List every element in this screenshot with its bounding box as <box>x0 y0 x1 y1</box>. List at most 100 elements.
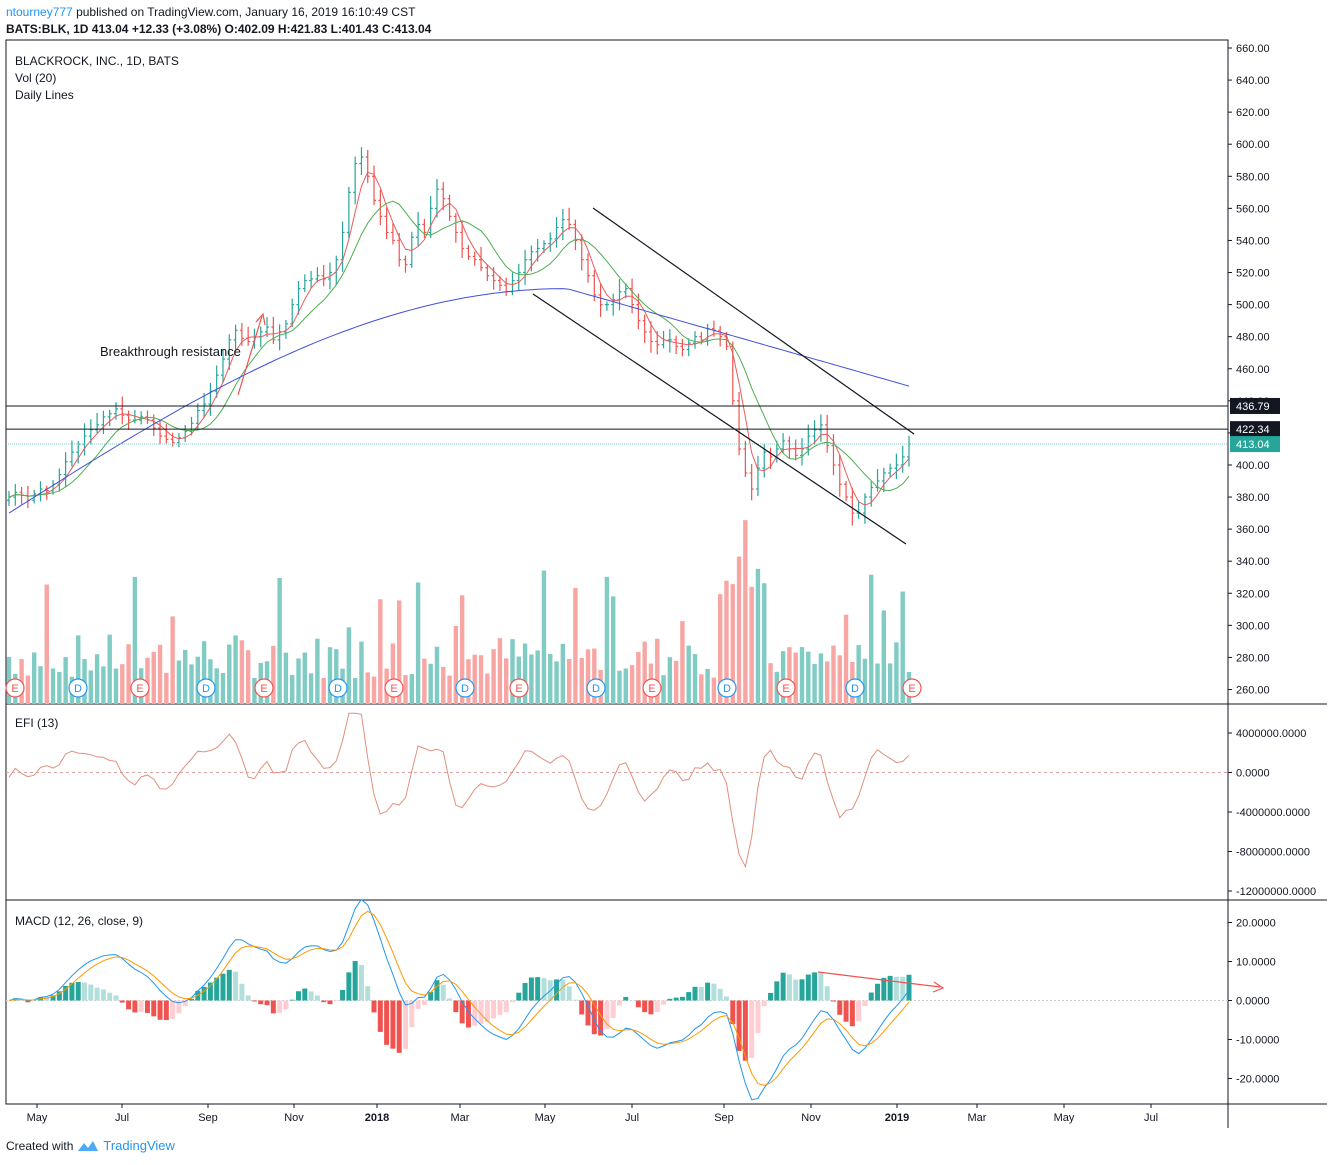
macd-hist-bar <box>220 973 226 1001</box>
macd-hist-bar <box>799 979 805 1001</box>
volume-bar <box>183 649 188 704</box>
volume-bar <box>592 648 597 704</box>
price-tick-label: 460.00 <box>1236 364 1270 376</box>
volume-bar <box>76 635 81 704</box>
divergence-arrow-head-icon <box>932 981 945 993</box>
macd-hist-bar <box>723 996 729 1001</box>
macd-hist-bar <box>818 972 824 1001</box>
ma-fast-line <box>8 171 910 506</box>
volume-bar <box>504 658 509 704</box>
volume-bar <box>409 674 414 704</box>
x-axis-label: Nov <box>801 1112 821 1124</box>
volume-bar <box>824 661 830 704</box>
volume-bar <box>522 643 528 704</box>
volume-bar <box>585 649 591 704</box>
volume-bar <box>195 656 201 704</box>
x-axis-label: May <box>535 1112 556 1124</box>
volume-bar <box>290 674 295 704</box>
level-tag-label: 422.34 <box>1236 424 1270 436</box>
macd-hist-bar <box>472 1000 478 1026</box>
macd-tick-label: 0.0000 <box>1236 996 1270 1008</box>
x-axis-label: Nov <box>284 1112 304 1124</box>
macd-hist-bar <box>868 992 874 1001</box>
volume-bar <box>711 677 717 704</box>
macd-hist-bar <box>289 999 295 1001</box>
volume-bar <box>50 668 56 704</box>
pane-frames <box>5 39 1327 1128</box>
price-tick-label: 300.00 <box>1236 620 1270 632</box>
macd-hist-bar <box>503 1000 509 1013</box>
price-legend-line: Vol (20) <box>15 71 56 85</box>
macd-hist-bar <box>69 982 75 1001</box>
volume-bar <box>806 651 811 704</box>
macd-line <box>8 898 910 1101</box>
macd-hist-bar <box>358 965 364 1001</box>
event-marker-label: E <box>515 683 522 695</box>
dividend-marker <box>68 678 88 698</box>
macd-hist-bar <box>270 1000 276 1014</box>
macd-hist-bar <box>453 1000 459 1013</box>
price-tick-label: 660.00 <box>1236 43 1270 55</box>
volume-bar <box>428 663 433 704</box>
level-tag <box>1230 397 1280 414</box>
macd-hist-bar <box>572 999 578 1001</box>
volume-bar <box>818 653 824 704</box>
efi-tick-label: -12000000.0000 <box>1236 886 1316 898</box>
volume-bar <box>189 664 194 704</box>
volume-bar <box>44 584 49 704</box>
macd-hist-bar <box>679 996 685 1001</box>
macd-hist-bar <box>516 992 522 1001</box>
earnings-marker <box>776 678 796 698</box>
macd-hist-bar <box>837 1000 843 1015</box>
price-tick-label: 340.00 <box>1236 556 1270 568</box>
volume-bar <box>900 591 905 704</box>
macd-hist-bar <box>736 1000 742 1051</box>
volume-bar <box>497 638 503 704</box>
volume-bar <box>705 668 710 704</box>
macd-histogram <box>12 961 912 1061</box>
volume-bar <box>145 657 150 704</box>
volume-bar <box>780 651 786 704</box>
volume-bar <box>6 656 12 704</box>
x-axis-label: Jul <box>1144 1112 1158 1124</box>
volume-bar <box>88 670 94 704</box>
macd-hist-bar <box>138 1000 144 1012</box>
x-axis-label: Sep <box>714 1112 734 1124</box>
volume-bar <box>359 641 364 704</box>
volume-bar <box>869 574 874 704</box>
volume-bar <box>510 639 515 704</box>
macd-hist-bar <box>648 1000 654 1015</box>
macd-hist-bar <box>56 991 62 1001</box>
macd-hist-bar <box>887 975 893 1001</box>
annotation-arrow <box>237 315 263 396</box>
created-with-text: Created with <box>6 1138 74 1153</box>
author-link[interactable]: ntourney777 <box>6 5 73 19</box>
volume-bar <box>302 652 308 704</box>
volume-bar <box>623 668 628 704</box>
macd-signal-line <box>8 910 910 1086</box>
macd-tick-label: -10.0000 <box>1236 1035 1279 1047</box>
macd-hist-bar <box>522 983 528 1001</box>
volume-bar <box>724 580 729 704</box>
macd-hist-bar <box>768 992 774 1001</box>
volume-bar <box>459 595 465 704</box>
volume-bar <box>390 643 396 704</box>
macd-hist-bar <box>610 1000 616 1018</box>
channel-upper-line <box>592 207 915 435</box>
dividend-marker <box>586 678 606 698</box>
volume-bar <box>699 674 704 704</box>
volume-bar <box>422 658 427 704</box>
volume-bar <box>57 671 62 704</box>
volume-bar <box>220 673 226 704</box>
volume-bar <box>762 583 767 704</box>
macd-hist-bar <box>132 1000 138 1013</box>
macd-hist-bar <box>875 983 881 1001</box>
volume-bar <box>887 663 893 704</box>
volume-bar <box>201 641 207 704</box>
volume-bar <box>327 647 333 704</box>
volume-bar <box>881 610 887 704</box>
tradingview-brand[interactable]: TradingView <box>103 1138 175 1153</box>
volume-bar <box>837 655 842 704</box>
macd-hist-bar <box>849 1000 855 1027</box>
